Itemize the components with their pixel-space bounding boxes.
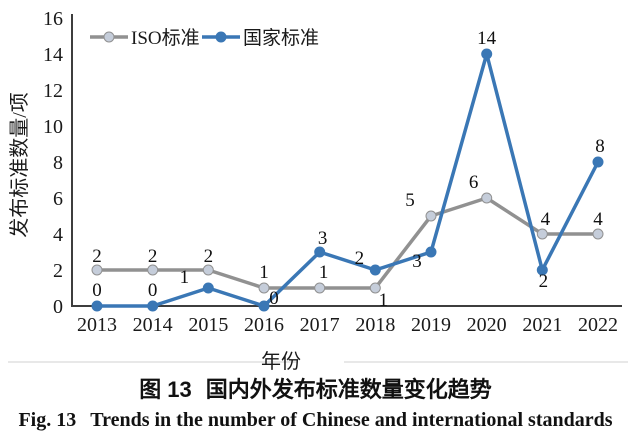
y-tick-label: 4 bbox=[53, 224, 63, 246]
data-point bbox=[258, 282, 270, 294]
legend-label: 国家标准 bbox=[243, 27, 319, 49]
legend: ISO标准 国家标准 bbox=[90, 27, 319, 49]
data-point bbox=[592, 156, 604, 168]
y-tick-label: 14 bbox=[43, 44, 63, 66]
data-point bbox=[147, 300, 159, 312]
data-label: 1 bbox=[379, 290, 389, 311]
data-point bbox=[147, 264, 159, 276]
data-point bbox=[202, 282, 214, 294]
data-label: 2 bbox=[148, 246, 158, 267]
figure-title-zh: 国内外发布标准数量变化趋势 bbox=[205, 377, 492, 402]
data-point bbox=[369, 264, 381, 276]
data-label: 1 bbox=[319, 262, 329, 283]
y-tick-label: 2 bbox=[53, 260, 63, 282]
data-point bbox=[592, 228, 604, 240]
data-point bbox=[314, 282, 326, 294]
data-label: 1 bbox=[259, 262, 269, 283]
figure-number-zh: 图 13 bbox=[139, 377, 192, 402]
data-point bbox=[481, 48, 493, 60]
y-tick-label: 12 bbox=[43, 80, 63, 102]
figure-number-en: Fig. 13 bbox=[18, 409, 77, 432]
x-tick-label: 2018 bbox=[355, 314, 395, 336]
figure-caption-en: Fig. 13 Trends in the number of Chinese a… bbox=[0, 408, 631, 432]
series-iso bbox=[91, 192, 604, 294]
data-label: 0 bbox=[269, 288, 279, 309]
data-label: 2 bbox=[539, 271, 549, 292]
legend-label: ISO标准 bbox=[131, 27, 200, 49]
legend-marker bbox=[103, 31, 115, 43]
x-tick-label: 2015 bbox=[188, 314, 228, 336]
data-label: 6 bbox=[469, 172, 479, 193]
y-tick-label: 16 bbox=[43, 8, 63, 30]
data-point bbox=[425, 246, 437, 258]
y-tick-label: 8 bbox=[53, 152, 63, 174]
y-tick-label: 10 bbox=[43, 116, 63, 138]
figure-title-en: Trends in the number of Chinese and inte… bbox=[90, 409, 613, 432]
data-label: 0 bbox=[92, 280, 102, 301]
data-label: 1 bbox=[180, 267, 190, 288]
legend-item-iso: ISO标准 bbox=[90, 27, 200, 49]
x-tick-label: 2021 bbox=[522, 314, 562, 336]
series-national bbox=[91, 48, 604, 312]
data-label: 2 bbox=[204, 246, 214, 267]
x-axis-title: 年份 bbox=[261, 350, 301, 372]
legend-item-national: 国家标准 bbox=[202, 27, 319, 49]
data-point bbox=[425, 210, 437, 222]
x-tick-label: 2014 bbox=[133, 314, 173, 336]
data-label: 3 bbox=[318, 228, 328, 249]
data-label: 5 bbox=[405, 190, 415, 211]
series-line bbox=[95, 196, 600, 290]
data-point bbox=[91, 264, 103, 276]
data-point bbox=[481, 192, 493, 204]
x-tick-label: 2020 bbox=[467, 314, 507, 336]
data-point bbox=[258, 300, 270, 312]
x-tick-labels: 2013 2014 2015 2016 2017 2018 2019 2020 2021 2022 bbox=[77, 314, 618, 336]
data-label: 8 bbox=[595, 136, 605, 157]
data-label: 2 bbox=[92, 246, 102, 267]
x-tick-label: 2017 bbox=[300, 314, 340, 336]
data-label: 2 bbox=[355, 248, 365, 269]
y-tick-label: 6 bbox=[53, 188, 63, 210]
x-tick-label: 2022 bbox=[578, 314, 618, 336]
x-tick-label: 2013 bbox=[77, 314, 117, 336]
data-point bbox=[369, 282, 381, 294]
series-line bbox=[95, 52, 600, 308]
x-tick-label: 2016 bbox=[244, 314, 284, 336]
x-tick-label: 2019 bbox=[411, 314, 451, 336]
data-label: 0 bbox=[148, 280, 158, 301]
data-label: 14 bbox=[477, 28, 497, 49]
data-point bbox=[536, 264, 548, 276]
data-label: 4 bbox=[541, 209, 551, 230]
y-tick-label: 0 bbox=[53, 296, 63, 318]
data-point bbox=[91, 300, 103, 312]
data-point bbox=[202, 264, 214, 276]
data-label: 4 bbox=[593, 209, 603, 230]
data-label: 3 bbox=[412, 251, 422, 272]
y-tick-labels: 0 2 4 6 8 10 12 14 16 bbox=[43, 8, 63, 318]
data-point bbox=[536, 228, 548, 240]
data-point bbox=[314, 246, 326, 258]
legend-marker bbox=[215, 31, 227, 43]
y-axis-title: 发布标准数量/项 bbox=[8, 92, 31, 238]
figure-caption-zh: 图 13 国内外发布标准数量变化趋势 bbox=[0, 377, 631, 403]
